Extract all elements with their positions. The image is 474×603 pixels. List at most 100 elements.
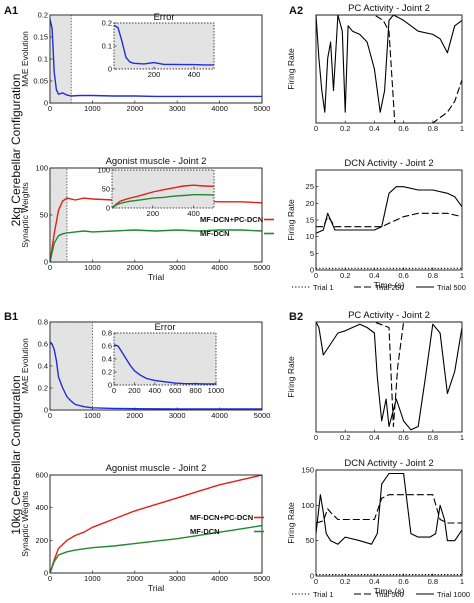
- x-tick-label: 5000: [254, 263, 271, 272]
- y-tick-label: 0: [108, 381, 112, 390]
- y-tick-label: 200: [35, 536, 48, 545]
- x-tick-label: 0.6: [398, 577, 408, 586]
- y-axis-label: Firing Rate: [286, 356, 296, 398]
- series-line: [316, 321, 462, 428]
- legend-label: Trial 500: [437, 283, 466, 292]
- chart-title: PC Activity - Joint 2: [348, 3, 430, 14]
- series-line: [316, 212, 463, 228]
- series-line: [315, 14, 463, 113]
- y-tick-label: 0.1: [102, 42, 112, 51]
- y-tick-label: 0: [310, 266, 314, 275]
- legend-label: Trial 250: [375, 283, 404, 292]
- x-tick-label: 0.8: [428, 124, 438, 133]
- x-tick-label: 1: [460, 433, 464, 442]
- y-tick-label: 0.8: [38, 318, 48, 327]
- highlight-region: [49, 321, 93, 411]
- y-tick-label: 0: [44, 406, 48, 415]
- x-tick-label: 0.2: [340, 433, 350, 442]
- panel-label-b2: B2: [289, 311, 303, 323]
- x-tick-label: 0.4: [369, 124, 379, 133]
- x-tick-label: 0.2: [340, 271, 350, 280]
- y-tick-label: 0.8: [102, 329, 112, 338]
- y-tick-label: 50: [40, 211, 48, 220]
- x-tick-label: 0: [314, 433, 318, 442]
- x-tick-label: 400: [149, 386, 162, 395]
- legend-label: MF-DCN+PC-DCN: [190, 513, 253, 522]
- y-tick-label: 0.1: [38, 55, 48, 64]
- x-tick-label: 0.2: [340, 577, 350, 586]
- x-tick-label: 5000: [254, 574, 271, 583]
- chart-title: Error: [154, 322, 175, 333]
- y-tick-label: 0.4: [102, 355, 112, 364]
- x-tick-label: 4000: [211, 411, 228, 420]
- legend-label: Trial 1000: [437, 590, 470, 599]
- legend-label: MF-DCN: [200, 229, 230, 238]
- x-tick-label: 0: [48, 263, 52, 272]
- y-axis-label: MAE Evolution: [20, 338, 30, 394]
- y-tick-label: 50: [306, 536, 314, 545]
- panel-label-b1: B1: [4, 311, 18, 323]
- y-tick-label: 0.05: [33, 77, 48, 86]
- y-tick-label: 15: [306, 216, 314, 225]
- x-tick-label: 600: [169, 386, 182, 395]
- y-tick-label: 400: [35, 503, 48, 512]
- series-line: [315, 472, 463, 545]
- y-tick-label: 0.2: [102, 368, 112, 377]
- x-tick-label: 2000: [126, 574, 143, 583]
- inset-background: [113, 332, 217, 386]
- inset-background: [113, 22, 215, 70]
- x-tick-label: 3000: [169, 574, 186, 583]
- series-line: [111, 184, 215, 209]
- chart-title: PC Activity - Joint 2: [348, 310, 430, 321]
- axes-border: [315, 14, 463, 124]
- inset-frame: [113, 332, 217, 386]
- x-tick-label: 0: [112, 386, 116, 395]
- config-label-bottom: 10kg Cerebellar Configuration: [9, 375, 23, 534]
- series-line: [49, 19, 262, 98]
- chart-A2-pc: 0 0.2 0.4 0.6 0.8 1 PC Activity - Joint 2 Firin…: [286, 3, 464, 133]
- x-tick-label: 0.2: [340, 124, 350, 133]
- x-tick-label: 2000: [126, 411, 143, 420]
- y-axis-label: Firing Rate: [286, 48, 296, 90]
- chart-B2-pc: 0 0.2 0.4 0.6 0.8 1 PC Activity - Joint 2 Firin…: [286, 310, 464, 442]
- y-tick-label: 50: [102, 185, 110, 194]
- x-tick-label: 1: [460, 271, 464, 280]
- y-axis-label: MAE Evolution: [20, 31, 30, 87]
- x-tick-label: 3000: [169, 411, 186, 420]
- y-tick-label: 5: [310, 249, 314, 258]
- axes-frame: [315, 169, 463, 271]
- series-line: [315, 186, 463, 234]
- chart-B1-weights: 0 1000 2000 3000 4000 5000 0 200 400 600 Agonist m…: [20, 463, 270, 593]
- x-tick-label: 3000: [169, 104, 186, 113]
- x-tick-label: 0: [48, 411, 52, 420]
- chart-B2-dcn: 0 0.2 0.4 0.6 0.8 1 0 50 100 150 DCN Activity - Jo…: [286, 458, 470, 599]
- x-tick-label: 800: [189, 386, 202, 395]
- y-axis-label: Synaptic Weights: [20, 491, 30, 557]
- panel-label-a1: A1: [4, 5, 18, 17]
- series-line: [49, 341, 262, 410]
- y-tick-label: 100: [301, 501, 314, 510]
- x-tick-label: 1000: [84, 263, 101, 272]
- x-tick-label: 0.8: [428, 271, 438, 280]
- y-tick-label: 0: [310, 572, 314, 581]
- axes-border: [315, 469, 463, 577]
- panel-label-a2: A2: [289, 5, 303, 17]
- series-line: [113, 344, 216, 385]
- axes-border: [49, 14, 263, 104]
- x-tick-label: 0: [314, 124, 318, 133]
- x-tick-label: 2000: [126, 263, 143, 272]
- x-tick-label: 0: [48, 104, 52, 113]
- x-tick-label: 400: [188, 70, 201, 79]
- x-tick-label: 1000: [84, 411, 101, 420]
- y-tick-label: 0: [108, 65, 112, 74]
- x-tick-label: 1: [460, 124, 464, 133]
- chart-title: DCN Activity - Joint 2: [344, 458, 433, 469]
- x-tick-label: 0.4: [369, 271, 379, 280]
- y-tick-label: 0: [44, 99, 48, 108]
- y-tick-label: 0: [106, 204, 110, 213]
- x-tick-label: 1000: [84, 574, 101, 583]
